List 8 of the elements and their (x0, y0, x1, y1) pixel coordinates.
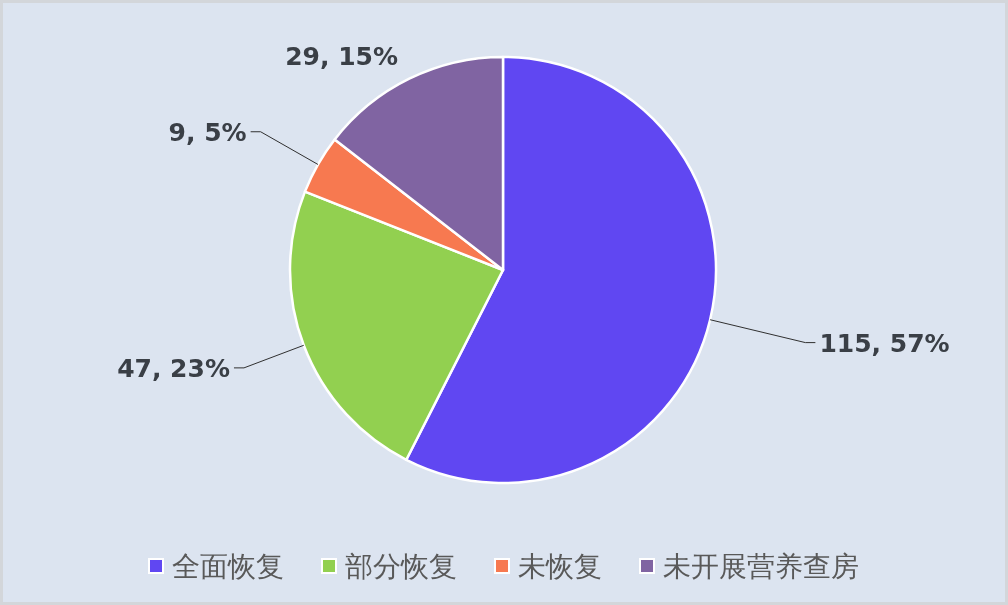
legend-label: 全面恢复 (172, 550, 284, 584)
legend-label: 未开展营养查房 (663, 550, 859, 584)
data-label: 29, 15% (285, 41, 399, 71)
legend-label: 部分恢复 (345, 550, 457, 584)
data-label: 9, 5% (168, 117, 247, 147)
data-label: 47, 23% (117, 353, 230, 383)
data-label: 115, 57% (819, 328, 950, 358)
legend-label: 未恢复 (518, 550, 602, 584)
